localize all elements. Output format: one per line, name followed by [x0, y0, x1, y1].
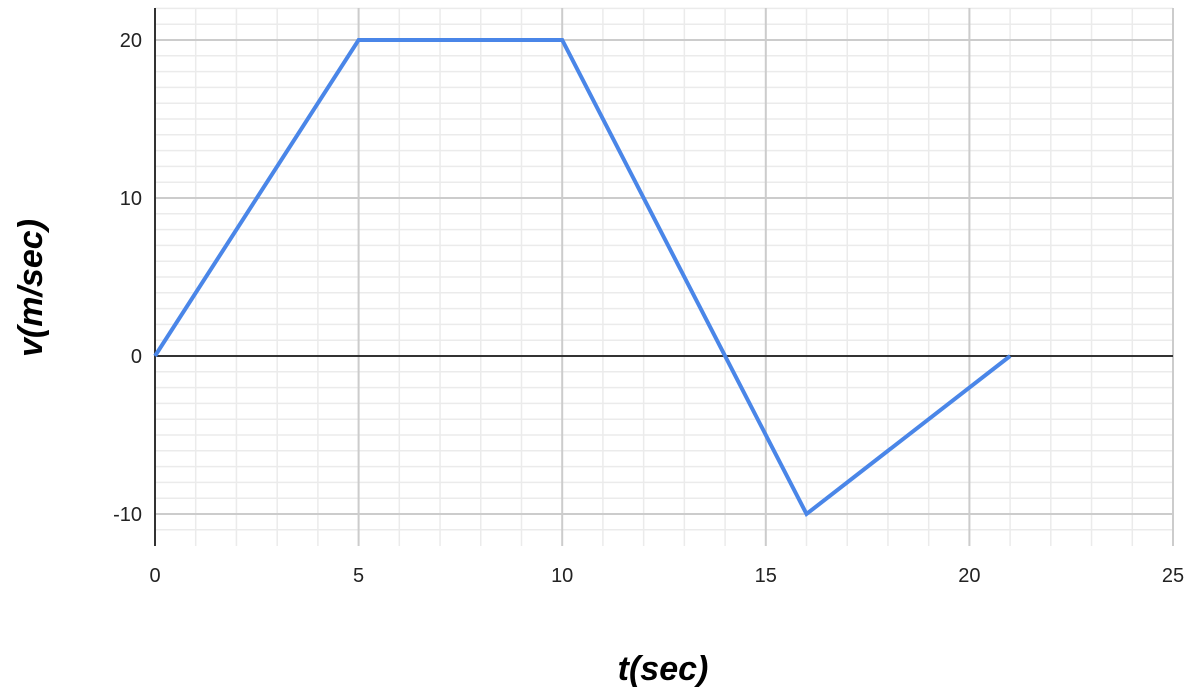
- x-tick-label: 10: [551, 565, 573, 587]
- y-tick-label: -10: [113, 504, 142, 526]
- x-tick-label: 20: [958, 565, 980, 587]
- x-tick-labels: 0 5 10 15 20 25: [149, 565, 1184, 587]
- x-axis-title: t(sec): [618, 650, 709, 688]
- y-axis-title: v(m/sec): [12, 219, 50, 357]
- x-tick-label: 0: [149, 565, 160, 587]
- x-tick-label: 25: [1162, 565, 1184, 587]
- y-tick-label: 20: [120, 30, 142, 52]
- x-tick-label: 15: [755, 565, 777, 587]
- major-gridlines: [155, 8, 1174, 546]
- minor-gridlines: [155, 7, 1173, 546]
- series-layer: [153, 38, 1012, 518]
- series-line-1: [153, 38, 1012, 518]
- axes: [154, 8, 1173, 546]
- y-tick-label: 10: [120, 188, 142, 210]
- x-tick-label: 5: [353, 565, 364, 587]
- y-tick-label: 0: [131, 346, 142, 368]
- y-tick-labels: -10 0 10 20: [113, 30, 142, 526]
